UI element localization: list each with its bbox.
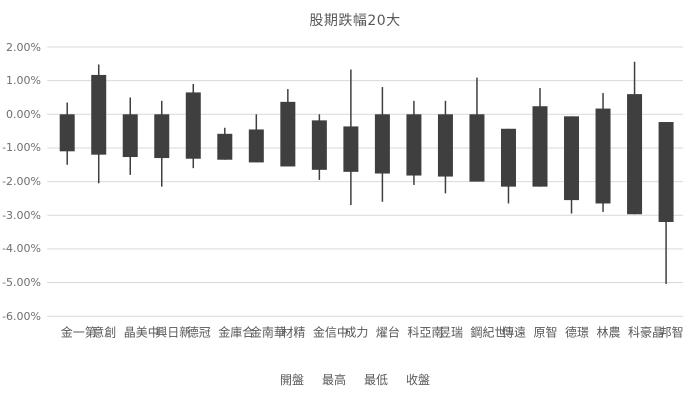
x-axis-category-label: 中信金 <box>311 326 350 340</box>
candle-body <box>500 128 516 187</box>
x-axis-category-label: 台燿 <box>374 326 401 340</box>
y-axis-tick-label: -6.00% <box>2 309 41 323</box>
legend-item: 開盤 <box>279 373 304 387</box>
y-axis-tick-label: -3.00% <box>2 208 41 222</box>
y-axis-tick-label: -4.00% <box>2 242 41 256</box>
candle-body <box>280 101 296 167</box>
x-axis-category-label: 璟德 <box>563 326 590 340</box>
x-axis-category-label: 創意 <box>90 326 117 340</box>
x-axis-category-label: 冠德 <box>185 326 212 340</box>
y-axis-tick-label: 1.00% <box>6 74 41 88</box>
y-axis-tick-label: -1.00% <box>2 141 41 155</box>
x-axis-category-label: 智邦 <box>658 326 685 340</box>
candle-body <box>469 114 485 182</box>
candle-body <box>564 116 580 201</box>
x-axis-category-label: 新日興 <box>153 326 192 340</box>
y-axis-tick-label: 0.00% <box>6 107 41 121</box>
legend-item: 最低 <box>364 373 389 387</box>
legend-item: 最高 <box>321 373 346 387</box>
candle-body <box>91 74 107 155</box>
y-axis-tick-label: 2.00% <box>6 40 41 54</box>
candle-body <box>406 114 422 176</box>
x-axis-category-label: 遠傳 <box>500 326 527 340</box>
x-axis-category-label: 農林 <box>595 326 622 340</box>
candle-body <box>59 114 75 152</box>
x-axis-category-label: 晶豪科 <box>626 326 665 340</box>
y-axis-tick-label: -5.00% <box>2 276 41 290</box>
x-axis-category-label: 南亞科 <box>405 326 444 340</box>
legend-item: 收盤 <box>406 373 431 387</box>
candle-body <box>627 94 643 215</box>
x-axis-category-label: 合庫金 <box>216 326 255 340</box>
legend: 開盤 最高 最低 收盤 <box>37 371 673 388</box>
x-axis-category-label: 精材 <box>279 326 306 340</box>
candle-body <box>122 114 138 158</box>
candle-body <box>595 108 611 204</box>
x-axis-category-label: 智原 <box>532 326 558 340</box>
candle-body <box>343 126 359 172</box>
x-axis-category-label: 力成 <box>342 326 369 340</box>
candle-body <box>374 114 390 174</box>
x-axis-category-label: 華南金 <box>248 326 287 340</box>
candle-body <box>658 122 674 222</box>
x-axis-category-label: 世紀鋼 <box>468 326 507 340</box>
y-axis-tick-label: -2.00% <box>2 175 41 189</box>
candle-body <box>217 133 233 160</box>
chart-title: 股期跌幅20大 <box>309 13 401 29</box>
candle-body <box>154 114 170 159</box>
candle-body <box>248 129 264 163</box>
x-axis-category-label: 第一金 <box>59 326 98 340</box>
candle-body <box>185 92 201 159</box>
candle-body <box>311 120 327 170</box>
candle-body <box>532 106 548 187</box>
x-axis-category-label: 中美晶 <box>122 326 161 340</box>
x-axis-category-label: 瑞昱 <box>437 326 464 340</box>
candle-body <box>437 114 453 177</box>
